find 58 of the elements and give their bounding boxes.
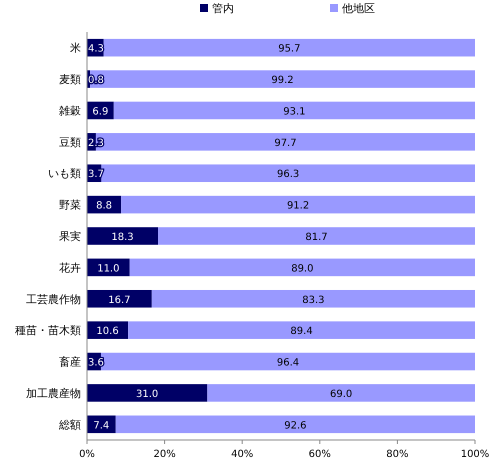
y-tick-label: 総額 [58,418,81,432]
bar [152,290,475,308]
data-label: 6.9 [92,106,108,118]
y-tick-label: 畜産 [59,356,81,369]
data-label: 4.3 [88,44,104,55]
bar [158,227,475,245]
bar [101,164,475,182]
bar [130,258,475,276]
bar [128,321,475,339]
legend-label: 管内 [212,2,234,15]
y-tick-label: 種苗・苗木類 [15,324,81,338]
bar [121,196,475,214]
bar [207,384,475,402]
data-label: 10.6 [96,326,119,338]
y-tick-label: 米 [70,42,81,55]
y-tick-label: 工芸農作物 [26,292,81,306]
bar [87,227,158,245]
data-label: 89.4 [290,326,313,338]
y-tick-label: 麦類 [59,73,81,86]
data-label: 8.8 [96,200,112,212]
data-label: 31.0 [136,388,158,400]
y-tick-label: 花卉 [59,261,81,274]
y-tick-label: 雑穀 [59,104,81,118]
bar [104,38,475,56]
bar [114,102,475,120]
y-tick-label: 果実 [59,230,81,243]
data-label: 96.4 [276,358,300,369]
bar [87,290,152,308]
data-label: 96.3 [277,169,300,180]
x-tick-label: 60% [308,449,331,460]
data-label: 69.0 [330,388,352,400]
bar [90,70,475,88]
y-tick-label: 野菜 [59,198,81,212]
y-tick-label: 豆類 [59,136,81,149]
data-label: 93.1 [283,106,306,118]
data-label: 16.7 [108,294,131,306]
y-tick-label: いも類 [48,167,81,180]
bar [87,384,208,402]
data-label: 83.3 [302,294,325,306]
data-label: 18.3 [111,232,134,243]
x-tick-label: 80% [386,449,409,460]
data-label: 99.2 [271,75,294,86]
data-label: 91.2 [286,200,310,212]
data-label: 11.0 [97,263,120,274]
data-label: 92.6 [284,420,306,432]
y-tick-label: 加工農産物 [26,386,81,400]
x-tick-label: 100% [460,449,490,460]
legend-label: 他地区 [342,2,375,15]
data-label: 95.7 [278,44,300,55]
data-label: 7.4 [93,420,110,432]
bar [87,258,130,276]
data-label: 89.0 [291,263,314,274]
x-tick-label: 20% [153,449,176,460]
data-label: 81.7 [305,232,328,243]
data-label: 97.7 [274,138,297,149]
bar [116,416,475,434]
x-tick-label: 40% [231,449,254,460]
x-tick-label: 0% [79,449,95,460]
